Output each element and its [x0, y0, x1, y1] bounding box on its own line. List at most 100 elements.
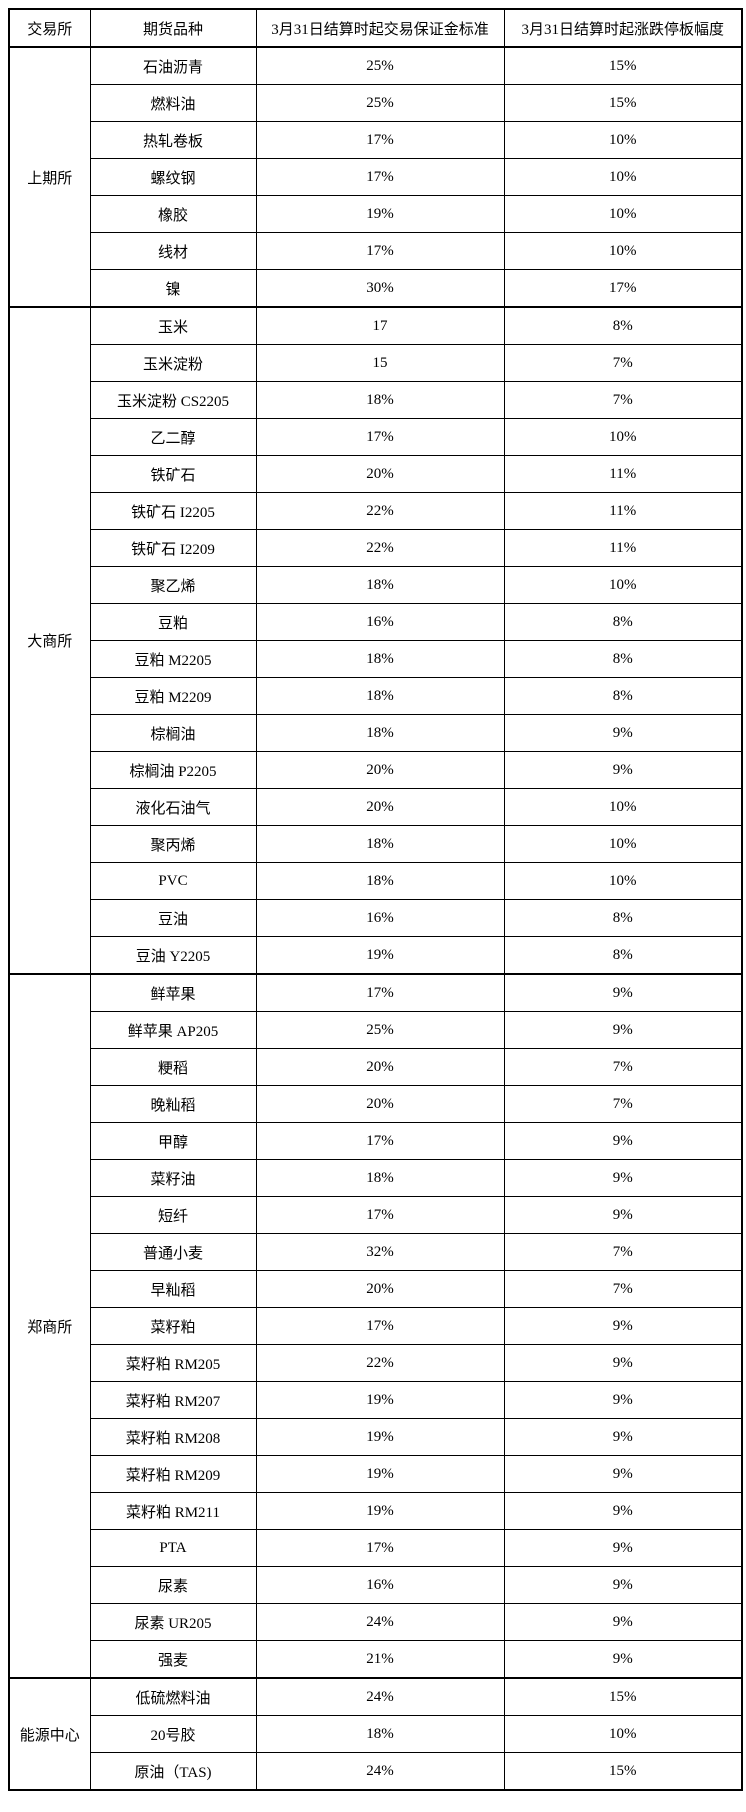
limit-cell: 10% — [503, 862, 743, 900]
margin-cell: 30% — [255, 269, 505, 308]
table-row: 豆粕 M2205 18% 8% — [9, 640, 743, 678]
variety-cell: 棕榈油 — [89, 714, 257, 752]
margin-cell: 17% — [255, 158, 505, 196]
variety-cell: 早籼稻 — [89, 1270, 257, 1308]
margin-cell: 24% — [255, 1677, 505, 1716]
limit-cell: 9% — [503, 1122, 743, 1160]
table-header: 交易所 期货品种 3月31日结算时起交易保证金标准 3月31日结算时起涨跌停板幅度 — [8, 8, 743, 48]
limit-cell: 10% — [503, 566, 743, 604]
margin-cell: 20% — [255, 751, 505, 789]
variety-cell: 棕榈油 P2205 — [89, 751, 257, 789]
table-row: 原油（TAS) 24% 15% — [9, 1752, 743, 1791]
limit-cell: 9% — [503, 751, 743, 789]
variety-cell: 菜籽粕 RM207 — [89, 1381, 257, 1419]
margin-table: 交易所 期货品种 3月31日结算时起交易保证金标准 3月31日结算时起涨跌停板幅度 上… — [8, 8, 743, 1791]
variety-cell: 鲜苹果 AP205 — [89, 1011, 257, 1049]
margin-cell: 19% — [255, 1492, 505, 1530]
variety-cell: 玉米淀粉 CS2205 — [89, 381, 257, 419]
margin-cell: 20% — [255, 1048, 505, 1086]
table-row: 尿素 16% 9% — [9, 1566, 743, 1604]
margin-cell: 17% — [255, 1529, 505, 1567]
variety-cell: 菜籽粕 RM211 — [89, 1492, 257, 1530]
variety-cell: 热轧卷板 — [89, 121, 257, 159]
margin-cell: 16% — [255, 603, 505, 641]
variety-cell: 尿素 UR205 — [89, 1603, 257, 1641]
margin-cell: 20% — [255, 788, 505, 826]
limit-cell: 10% — [503, 121, 743, 159]
variety-cell: 短纤 — [89, 1196, 257, 1234]
limit-cell: 17% — [503, 269, 743, 308]
limit-cell: 9% — [503, 1640, 743, 1679]
margin-cell: 20% — [255, 1085, 505, 1123]
margin-cell: 20% — [255, 455, 505, 493]
column-header-limit: 3月31日结算时起涨跌停板幅度 — [503, 8, 743, 48]
limit-cell: 9% — [503, 1566, 743, 1604]
table-row: 菜籽粕 RM208 19% 9% — [9, 1418, 743, 1456]
margin-cell: 22% — [255, 529, 505, 567]
table-row: 豆油 Y2205 19% 8% — [9, 936, 743, 975]
column-header-variety: 期货品种 — [89, 8, 257, 48]
limit-cell: 8% — [503, 936, 743, 975]
limit-cell: 9% — [503, 1196, 743, 1234]
variety-cell: 聚丙烯 — [89, 825, 257, 863]
table-row: 菜籽粕 RM211 19% 9% — [9, 1492, 743, 1530]
limit-cell: 9% — [503, 1159, 743, 1197]
margin-cell: 32% — [255, 1233, 505, 1271]
table-row: 线材 17% 10% — [9, 232, 743, 270]
variety-cell: 晚籼稻 — [89, 1085, 257, 1123]
margin-cell: 16% — [255, 1566, 505, 1604]
variety-cell: 豆粕 M2209 — [89, 677, 257, 715]
table-row: 菜籽粕 RM207 19% 9% — [9, 1381, 743, 1419]
limit-cell: 7% — [503, 1270, 743, 1308]
limit-cell: 8% — [503, 640, 743, 678]
variety-cell: 菜籽油 — [89, 1159, 257, 1197]
table-row: 热轧卷板 17% 10% — [9, 121, 743, 159]
margin-cell: 18% — [255, 1715, 505, 1753]
variety-cell: 普通小麦 — [89, 1233, 257, 1271]
exchange-group: 上期所 石油沥青 25% 15% 燃料油 25% 15% 热轧卷板 17% 10% 螺纹钢 17% 10… — [8, 46, 743, 308]
table-row: 菜籽油 18% 9% — [9, 1159, 743, 1197]
variety-cell: 乙二醇 — [89, 418, 257, 456]
exchange-group: 能源中心 低硫燃料油 24% 15% 20号胶 18% 10% 原油（TAS) 24% 15% — [8, 1677, 743, 1791]
margin-cell: 25% — [255, 84, 505, 122]
variety-cell: 铁矿石 — [89, 455, 257, 493]
limit-cell: 7% — [503, 1048, 743, 1086]
limit-cell: 9% — [503, 1492, 743, 1530]
variety-cell: 低硫燃料油 — [89, 1677, 257, 1716]
table-row: 聚丙烯 18% 10% — [9, 825, 743, 863]
variety-cell: 聚乙烯 — [89, 566, 257, 604]
table-row: 铁矿石 I2209 22% 11% — [9, 529, 743, 567]
table-row: 豆粕 16% 8% — [9, 603, 743, 641]
limit-cell: 7% — [503, 1233, 743, 1271]
variety-cell: 螺纹钢 — [89, 158, 257, 196]
table-row: 大商所 玉米 17 8% — [8, 306, 743, 975]
header-row: 交易所 期货品种 3月31日结算时起交易保证金标准 3月31日结算时起涨跌停板幅度 — [8, 8, 743, 48]
limit-cell: 7% — [503, 344, 743, 382]
exchange-cell: 郑商所 — [8, 973, 91, 1679]
table-row: 菜籽粕 RM205 22% 9% — [9, 1344, 743, 1382]
variety-cell: 线材 — [89, 232, 257, 270]
table-row: 玉米淀粉 15 7% — [9, 344, 743, 382]
variety-cell: 菜籽粕 RM205 — [89, 1344, 257, 1382]
table-row: 短纤 17% 9% — [9, 1196, 743, 1234]
exchange-cell: 上期所 — [8, 46, 91, 308]
margin-cell: 18% — [255, 714, 505, 752]
table-row: 镍 30% 17% — [9, 269, 743, 308]
table-row: 豆粕 M2209 18% 8% — [9, 677, 743, 715]
exchange-cell: 大商所 — [8, 306, 91, 975]
margin-cell: 17% — [255, 121, 505, 159]
margin-cell: 18% — [255, 825, 505, 863]
table-row: 棕榈油 18% 9% — [9, 714, 743, 752]
limit-cell: 10% — [503, 825, 743, 863]
table-row: 早籼稻 20% 7% — [9, 1270, 743, 1308]
margin-cell: 17% — [255, 232, 505, 270]
margin-cell: 19% — [255, 1381, 505, 1419]
table-row: 螺纹钢 17% 10% — [9, 158, 743, 196]
margin-cell: 19% — [255, 1418, 505, 1456]
table-row: 尿素 UR205 24% 9% — [9, 1603, 743, 1641]
limit-cell: 9% — [503, 1344, 743, 1382]
limit-cell: 15% — [503, 84, 743, 122]
variety-cell: 铁矿石 I2209 — [89, 529, 257, 567]
margin-cell: 17% — [255, 1196, 505, 1234]
margin-table-container: 交易所 期货品种 3月31日结算时起交易保证金标准 3月31日结算时起涨跌停板幅度 上… — [8, 8, 743, 1791]
